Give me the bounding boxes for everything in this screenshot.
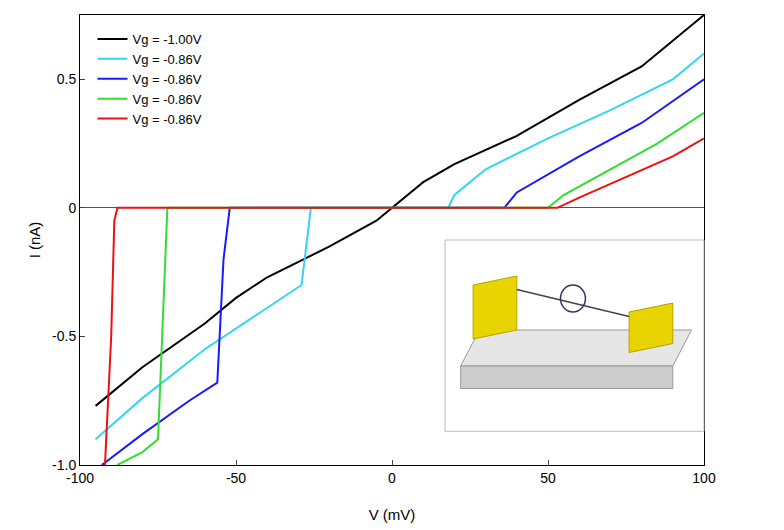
svg-text:-100: -100 xyxy=(66,470,94,486)
svg-text:-1.0: -1.0 xyxy=(52,457,76,473)
svg-text:Vg = -0.86V: Vg = -0.86V xyxy=(132,112,201,127)
svg-text:V (mV): V (mV) xyxy=(369,506,416,523)
svg-text:0: 0 xyxy=(68,200,76,216)
svg-text:Vg = -1.00V: Vg = -1.00V xyxy=(132,32,201,47)
svg-text:-0.5: -0.5 xyxy=(52,328,76,344)
svg-text:Vg = -0.86V: Vg = -0.86V xyxy=(132,52,201,67)
svg-text:I (nA): I (nA) xyxy=(26,222,43,259)
svg-text:50: 50 xyxy=(540,470,556,486)
svg-text:Vg = -0.86V: Vg = -0.86V xyxy=(132,92,201,107)
svg-text:Vg = -0.86V: Vg = -0.86V xyxy=(132,72,201,87)
svg-text:-50: -50 xyxy=(226,470,246,486)
svg-text:0: 0 xyxy=(388,470,396,486)
svg-text:0.5: 0.5 xyxy=(57,71,77,87)
svg-text:100: 100 xyxy=(692,470,716,486)
